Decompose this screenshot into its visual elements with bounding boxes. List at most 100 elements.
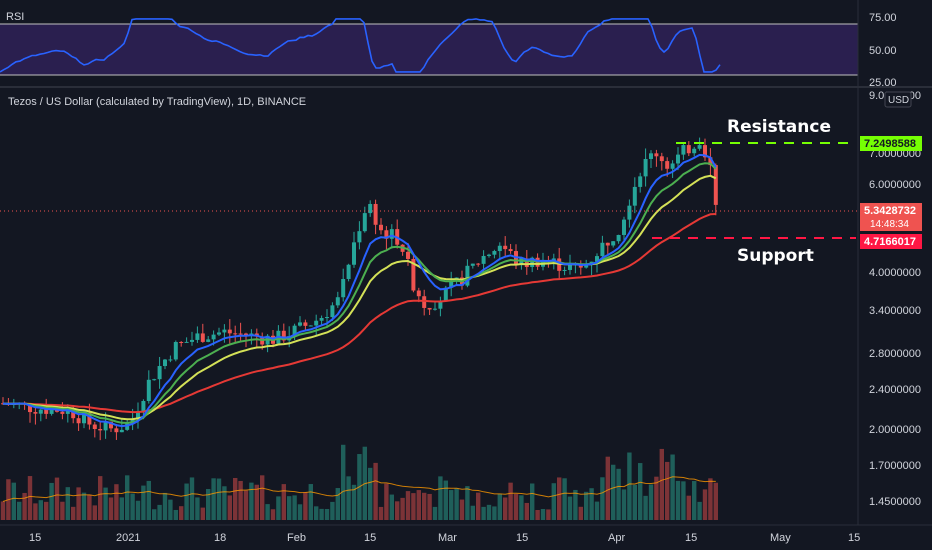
candle-body — [686, 145, 691, 154]
candle-body — [190, 339, 194, 342]
candle-body — [422, 296, 427, 308]
time-tick: Feb — [287, 532, 306, 544]
volume-bar — [540, 508, 546, 520]
volume-ma-line — [2, 476, 716, 502]
candle-body — [670, 163, 675, 169]
volume-bar — [103, 487, 108, 520]
candle-body — [611, 241, 616, 246]
volume-bar — [54, 477, 60, 520]
volume-bar — [200, 507, 205, 520]
candle-body — [605, 242, 610, 246]
candle-body — [524, 258, 529, 268]
volume-bar — [573, 489, 578, 520]
candle-body — [146, 379, 151, 402]
volume-bar — [432, 506, 438, 520]
volume-bar — [659, 448, 664, 520]
time-tick: May — [770, 532, 791, 544]
candle-body — [238, 333, 243, 335]
volume-bar — [211, 478, 216, 520]
volume-bar — [324, 508, 330, 520]
volume-bar — [260, 475, 265, 520]
volume-bar — [314, 506, 319, 520]
volume-bar — [173, 509, 178, 520]
volume-bar — [114, 484, 119, 520]
candle-body — [298, 322, 302, 326]
volume-bar — [141, 485, 146, 520]
volume-bar — [341, 444, 346, 520]
candle-body — [244, 333, 248, 336]
volume-bar — [546, 509, 551, 520]
candle-body — [163, 359, 167, 367]
candle-body — [308, 325, 313, 327]
volume-bar — [49, 482, 54, 520]
price-tick: 2.8000000 — [869, 348, 921, 360]
volume-bar — [492, 506, 497, 520]
candle-body — [211, 334, 216, 340]
candle-body — [38, 409, 43, 414]
volume-bar — [303, 492, 308, 520]
candle-body — [136, 411, 140, 419]
volume-bar — [486, 504, 492, 520]
candle-body — [28, 403, 32, 413]
resistance-annotation[interactable]: Resistance — [727, 117, 831, 137]
volume-bar — [465, 486, 470, 520]
volume-bar — [98, 476, 103, 520]
volume-bar — [648, 484, 654, 520]
volume-bar — [373, 462, 378, 520]
volume-bar — [92, 505, 97, 520]
candle-body — [389, 229, 394, 239]
volume-bar — [308, 484, 313, 520]
volume-bar — [508, 482, 513, 520]
candle-body — [649, 153, 653, 159]
candle-body — [416, 290, 421, 297]
volume-bar — [351, 484, 357, 520]
candle-body — [632, 186, 637, 206]
volume-bar — [605, 456, 610, 520]
candle-body — [568, 264, 572, 270]
candle-body — [65, 408, 70, 414]
volume-bar — [708, 478, 713, 520]
rsi-line — [0, 18, 721, 73]
candle-body — [227, 329, 232, 334]
volume-bar — [670, 454, 675, 520]
volume-bar — [481, 506, 486, 520]
volume-bar — [249, 482, 254, 520]
volume-bar — [346, 476, 351, 520]
support-annotation[interactable]: Support — [737, 246, 814, 266]
volume-bar — [416, 490, 421, 520]
volume-bar — [459, 499, 465, 520]
volume-bar — [470, 505, 475, 520]
ema-long-line — [3, 213, 716, 414]
time-axis[interactable]: 15 2021 18 Feb 15 Mar 15 Apr 15 May 15 — [29, 532, 860, 544]
candle-body — [114, 428, 119, 433]
volume-bar — [227, 495, 232, 520]
volume-bar — [125, 475, 130, 520]
rsi-label: RSI — [6, 11, 24, 23]
volume-bar — [443, 480, 448, 520]
volume-bar — [189, 477, 195, 520]
candle-body — [443, 287, 448, 302]
volume-bar — [130, 493, 135, 520]
volume-bar — [513, 493, 519, 520]
currency-button[interactable] — [884, 91, 912, 108]
candle-body — [103, 421, 108, 431]
volume-bar — [621, 489, 627, 520]
candle-body — [346, 264, 351, 279]
volume-bar — [562, 478, 567, 520]
volume-bar — [297, 504, 303, 520]
volume-bar — [654, 476, 659, 520]
volume-bar — [65, 487, 70, 520]
candle-body — [60, 411, 65, 414]
volume-bar — [557, 477, 562, 520]
candle-body — [465, 265, 470, 286]
volume-bar — [319, 508, 324, 520]
candle-body — [503, 245, 508, 250]
candle-body — [373, 203, 378, 225]
volume-bar — [681, 481, 686, 520]
candle-body — [173, 342, 178, 360]
candle-body — [76, 418, 81, 424]
volume-bar — [675, 480, 681, 520]
candle-body — [168, 359, 173, 361]
volume-bar — [243, 490, 249, 520]
